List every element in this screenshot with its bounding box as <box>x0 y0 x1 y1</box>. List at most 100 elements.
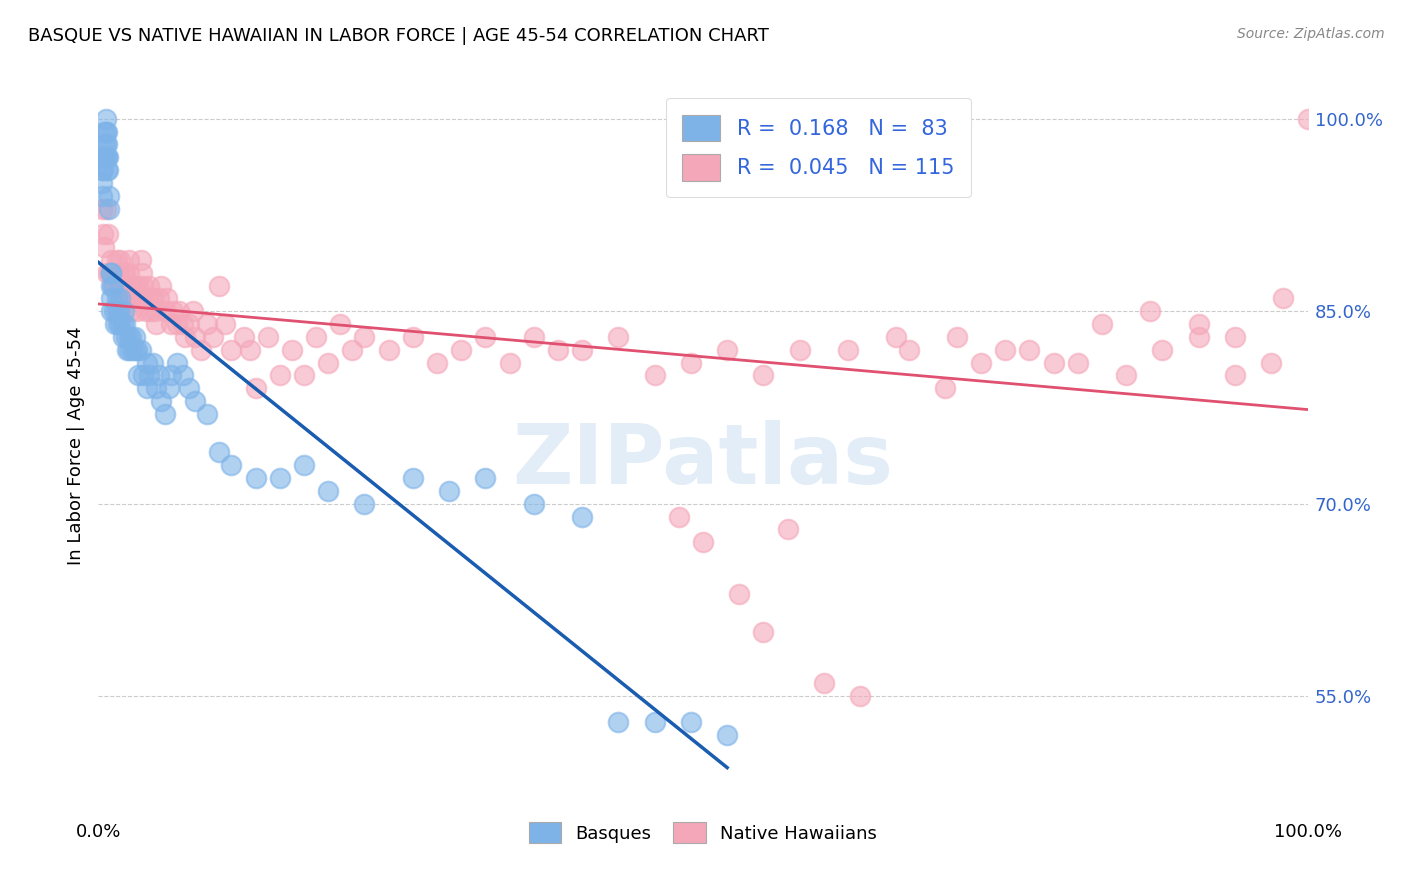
Point <box>1091 317 1114 331</box>
Point <box>353 330 375 344</box>
Point <box>644 368 666 383</box>
Point <box>1223 368 1246 383</box>
Point <box>94 202 117 216</box>
Point <box>93 137 115 152</box>
Point <box>402 471 425 485</box>
Point <box>100 266 122 280</box>
Point <box>91 163 114 178</box>
Point <box>292 368 315 383</box>
Point <box>103 266 125 280</box>
Point <box>100 266 122 280</box>
Point <box>107 266 129 280</box>
Point <box>208 278 231 293</box>
Point <box>101 278 124 293</box>
Point <box>96 266 118 280</box>
Point <box>101 278 124 293</box>
Point <box>127 304 149 318</box>
Point <box>789 343 811 357</box>
Point <box>181 304 204 318</box>
Text: Source: ZipAtlas.com: Source: ZipAtlas.com <box>1237 27 1385 41</box>
Point <box>105 278 128 293</box>
Point <box>124 278 146 293</box>
Point <box>97 227 120 242</box>
Point <box>813 676 835 690</box>
Point <box>115 292 138 306</box>
Y-axis label: In Labor Force | Age 45-54: In Labor Force | Age 45-54 <box>66 326 84 566</box>
Point <box>148 368 170 383</box>
Point <box>281 343 304 357</box>
Point <box>305 330 328 344</box>
Point <box>221 343 243 357</box>
Point <box>153 407 176 421</box>
Point <box>474 471 496 485</box>
Point <box>353 497 375 511</box>
Point <box>120 330 142 344</box>
Point <box>437 483 460 498</box>
Point <box>184 394 207 409</box>
Point <box>970 355 993 369</box>
Point <box>208 445 231 459</box>
Point <box>190 343 212 357</box>
Point <box>1018 343 1040 357</box>
Point <box>121 292 143 306</box>
Point <box>145 381 167 395</box>
Point <box>342 343 364 357</box>
Point <box>668 509 690 524</box>
Point <box>426 355 449 369</box>
Point <box>1139 304 1161 318</box>
Point <box>329 317 352 331</box>
Point <box>776 523 799 537</box>
Point <box>245 471 267 485</box>
Text: BASQUE VS NATIVE HAWAIIAN IN LABOR FORCE | AGE 45-54 CORRELATION CHART: BASQUE VS NATIVE HAWAIIAN IN LABOR FORCE… <box>28 27 769 45</box>
Point <box>571 343 593 357</box>
Point <box>886 330 908 344</box>
Point <box>135 355 157 369</box>
Point <box>195 317 218 331</box>
Point <box>129 343 152 357</box>
Point <box>195 407 218 421</box>
Point <box>316 355 339 369</box>
Point <box>111 292 134 306</box>
Point <box>148 292 170 306</box>
Point <box>96 125 118 139</box>
Point <box>1188 317 1211 331</box>
Point <box>184 330 207 344</box>
Point <box>124 330 146 344</box>
Point <box>135 381 157 395</box>
Point <box>523 330 546 344</box>
Point <box>292 458 315 473</box>
Point <box>105 292 128 306</box>
Point <box>166 355 188 369</box>
Point <box>94 125 117 139</box>
Point <box>450 343 472 357</box>
Point <box>377 343 399 357</box>
Point <box>115 330 138 344</box>
Point <box>139 304 162 318</box>
Point <box>174 330 197 344</box>
Point <box>160 368 183 383</box>
Point <box>474 330 496 344</box>
Point <box>202 330 225 344</box>
Point <box>523 497 546 511</box>
Point <box>96 150 118 164</box>
Point <box>716 343 738 357</box>
Point <box>100 252 122 267</box>
Point <box>245 381 267 395</box>
Point <box>607 714 630 729</box>
Point <box>107 317 129 331</box>
Point <box>118 266 141 280</box>
Point <box>679 355 702 369</box>
Point <box>112 278 135 293</box>
Text: ZIPatlas: ZIPatlas <box>513 420 893 501</box>
Point <box>121 343 143 357</box>
Point <box>98 202 121 216</box>
Point <box>256 330 278 344</box>
Point <box>1042 355 1064 369</box>
Point <box>103 304 125 318</box>
Point <box>93 240 115 254</box>
Point <box>172 368 194 383</box>
Point <box>94 112 117 126</box>
Point <box>849 690 872 704</box>
Point <box>179 381 201 395</box>
Point <box>172 317 194 331</box>
